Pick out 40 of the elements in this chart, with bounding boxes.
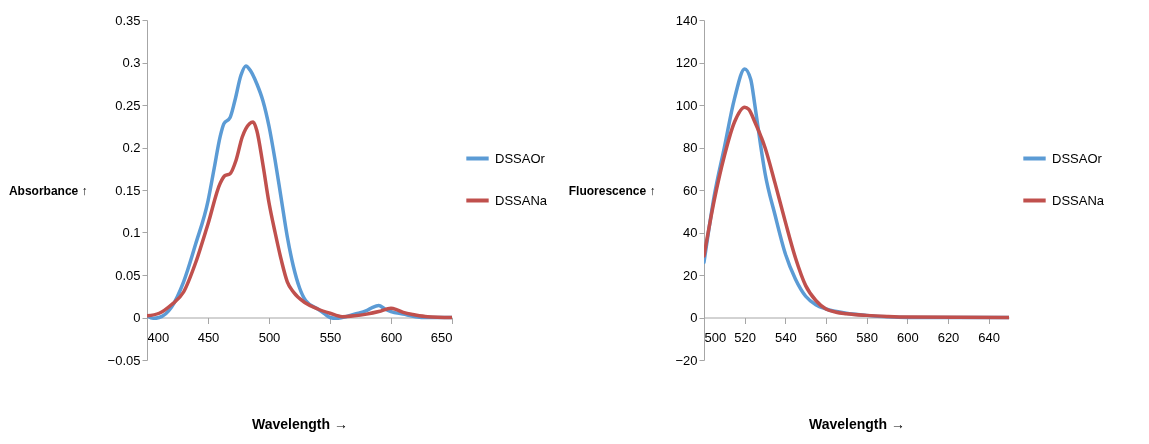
y-tick-label: 140 [675,12,698,28]
y-axis-title: Fluorescence ↑ [568,183,656,198]
y-tick-label: 0.05 [115,267,141,283]
x-tick-label: 600 [896,330,919,345]
y-tick-label: 0.3 [122,55,141,70]
y-tick-label: 0 [690,310,698,325]
y-tick-label: 20 [683,267,698,283]
y-tick-label: −20 [675,352,698,368]
legend-label: DSSAOr [495,150,546,166]
x-axis-title: Wavelength → [809,415,905,432]
x-tick-label: 640 [978,330,1001,345]
y-axis-title: Absorbance ↑ [8,183,88,198]
y-tick-label: 0.15 [115,182,141,198]
x-tick-label: 520 [734,330,757,345]
x-tick-label: 560 [815,330,838,345]
x-tick-label: 450 [197,330,220,345]
x-tick-label: 620 [937,330,960,345]
y-tick-label: 0.1 [122,225,141,240]
x-tick-label: 550 [319,330,342,345]
y-tick-label: 60 [683,182,698,198]
x-tick-label: 400 [147,330,170,345]
y-tick-label: 0.2 [122,140,141,155]
y-tick-label: 0 [133,310,141,325]
y-tick-label: 120 [675,55,698,70]
x-tick-label: 500 [258,330,281,345]
legend-label: DSSANa [495,192,548,208]
y-tick-label: −0.05 [107,352,141,368]
legend-label: DSSAOr [1052,150,1103,166]
y-tick-label: 100 [675,97,698,113]
y-tick-label: 0.35 [115,12,141,28]
y-tick-label: 80 [683,140,698,155]
x-tick-label: 540 [774,330,797,345]
legend-label: DSSANa [1052,192,1105,208]
x-tick-label: 600 [380,330,403,345]
y-tick-label: 0.25 [115,97,141,113]
x-tick-label: 580 [856,330,879,345]
x-tick-label: 500 [704,330,727,345]
x-tick-label: 650 [430,330,453,345]
y-tick-label: 40 [683,225,698,240]
x-axis-title: Wavelength → [252,415,348,432]
